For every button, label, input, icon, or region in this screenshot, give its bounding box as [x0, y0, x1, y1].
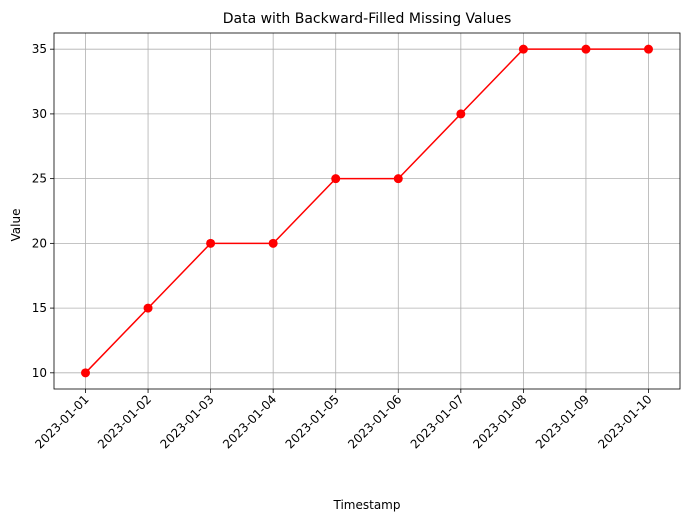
chart-title: Data with Backward-Filled Missing Values [223, 11, 512, 27]
y-tick-label: 30 [32, 107, 47, 121]
y-tick-label: 25 [32, 172, 47, 186]
x-tick-label: 2023-01-05 [283, 392, 342, 451]
data-point [81, 368, 90, 378]
data-point [206, 238, 216, 248]
x-tick-label: 2023-01-04 [220, 392, 279, 451]
data-point [456, 109, 466, 119]
grid-lines [54, 33, 680, 389]
data-point [581, 44, 591, 54]
x-tick-label: 2023-01-06 [345, 392, 404, 451]
x-axis-ticks: 2023-01-01 2023-01-02 2023-01-03 2023-01-04… [32, 389, 655, 451]
series-line [84, 48, 649, 374]
plot-axes [53, 32, 681, 390]
y-tick-label: 35 [32, 42, 47, 56]
plot-frame [53, 32, 681, 390]
x-tick-label: 2023-01-10 [595, 392, 654, 451]
x-tick-label: 2023-01-03 [158, 392, 217, 451]
x-axis-label: Timestamp [333, 498, 401, 512]
y-tick-label: 10 [32, 366, 47, 380]
x-tick-label: 2023-01-07 [408, 392, 467, 451]
x-tick-label: 2023-01-01 [32, 392, 91, 451]
y-axis-ticks: 10 15 20 25 30 35 [32, 42, 54, 380]
x-tick-label: 2023-01-09 [533, 392, 592, 451]
x-tick-label: 2023-01-08 [470, 392, 529, 451]
x-tick-label: 2023-01-02 [95, 392, 154, 451]
data-point [393, 174, 403, 184]
data-point [331, 174, 341, 184]
y-tick-label: 20 [32, 236, 47, 250]
data-point [518, 44, 528, 54]
data-point [143, 303, 153, 313]
series-group [81, 44, 653, 378]
data-point [268, 238, 278, 248]
y-axis-label: Value [9, 209, 23, 242]
data-point [644, 44, 653, 54]
y-tick-label: 15 [32, 301, 47, 315]
